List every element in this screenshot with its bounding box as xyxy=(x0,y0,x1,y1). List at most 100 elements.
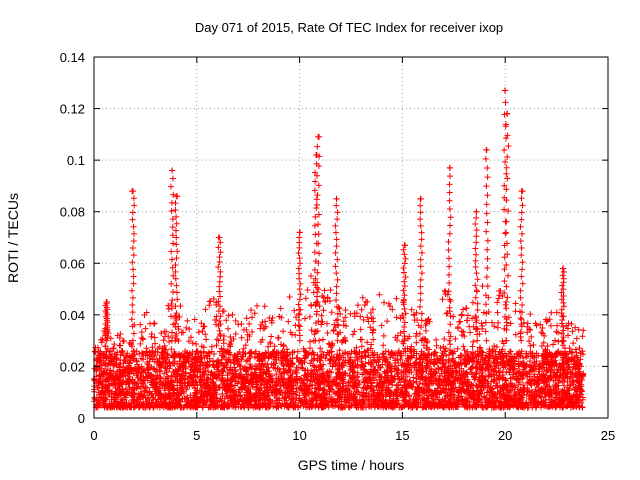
data-point xyxy=(456,319,463,326)
data-point xyxy=(528,333,535,340)
data-point xyxy=(457,318,464,325)
data-point xyxy=(360,316,367,323)
data-point xyxy=(238,334,245,341)
data-point xyxy=(433,336,440,343)
data-point xyxy=(202,306,209,313)
data-point xyxy=(422,327,429,334)
data-point xyxy=(275,335,281,342)
data-point xyxy=(399,312,406,319)
data-point xyxy=(380,342,387,349)
data-point xyxy=(454,345,461,352)
data-point xyxy=(370,336,377,343)
data-point xyxy=(336,352,343,359)
data-point xyxy=(538,329,545,336)
data-point xyxy=(243,315,250,322)
data-point xyxy=(203,336,210,343)
data-point xyxy=(342,314,349,321)
data-point xyxy=(503,298,510,305)
data-point xyxy=(410,374,417,381)
data-point xyxy=(175,326,182,333)
data-point xyxy=(319,336,326,343)
data-point xyxy=(280,342,287,349)
data-point xyxy=(391,362,398,369)
data-point xyxy=(376,291,383,298)
data-point xyxy=(286,294,293,301)
data-point xyxy=(357,336,364,343)
data-point xyxy=(180,329,187,336)
data-point xyxy=(320,307,327,314)
data-point xyxy=(206,302,213,309)
data-point xyxy=(261,303,268,310)
data-point xyxy=(380,332,387,339)
data-point xyxy=(439,296,446,303)
data-point xyxy=(469,343,476,350)
data-point xyxy=(317,357,324,364)
data-point xyxy=(461,347,468,354)
data-point xyxy=(249,314,256,321)
data-point xyxy=(527,342,534,349)
data-point xyxy=(165,302,172,309)
data-point xyxy=(322,355,329,362)
data-point xyxy=(343,322,350,329)
data-point xyxy=(227,333,234,340)
data-point xyxy=(162,333,169,340)
data-point xyxy=(551,337,558,344)
data-point xyxy=(499,369,506,376)
data-point xyxy=(354,302,361,309)
data-point xyxy=(342,307,349,314)
data-point xyxy=(223,390,230,397)
data-point xyxy=(251,310,258,317)
data-point xyxy=(324,329,331,336)
data-point xyxy=(104,365,111,372)
data-point xyxy=(142,325,149,332)
data-point xyxy=(548,322,555,329)
data-point xyxy=(464,317,471,324)
data-point xyxy=(384,318,391,325)
data-point xyxy=(176,314,183,321)
data-point xyxy=(231,360,238,367)
data-point xyxy=(213,342,220,349)
data-point xyxy=(315,286,322,293)
data-point xyxy=(357,326,364,333)
data-point xyxy=(576,345,583,352)
data-point xyxy=(378,322,385,329)
data-point xyxy=(494,309,501,316)
data-point xyxy=(291,307,298,314)
data-point xyxy=(165,305,172,312)
data-point xyxy=(183,324,190,331)
data-point xyxy=(304,286,311,293)
data-point xyxy=(569,328,576,335)
data-point xyxy=(393,295,400,302)
data-point xyxy=(208,343,215,350)
data-point xyxy=(243,326,250,333)
data-point xyxy=(302,295,309,302)
data-point xyxy=(307,273,314,280)
data-point xyxy=(450,313,457,320)
data-point xyxy=(320,294,327,301)
data-point xyxy=(460,306,467,313)
data-point xyxy=(318,321,325,328)
data-points xyxy=(91,87,587,411)
data-point xyxy=(385,300,392,307)
data-point xyxy=(138,335,145,342)
data-point xyxy=(138,355,145,362)
data-point xyxy=(489,319,496,326)
data-point xyxy=(441,287,448,294)
data-point xyxy=(202,331,209,338)
data-point xyxy=(220,337,227,344)
data-point xyxy=(517,315,524,322)
data-point xyxy=(493,343,500,350)
data-point xyxy=(466,323,473,330)
data-point xyxy=(491,343,498,350)
data-point xyxy=(199,328,206,335)
data-point xyxy=(91,348,98,355)
data-point xyxy=(397,329,404,336)
data-point xyxy=(389,306,396,313)
data-point xyxy=(139,335,146,342)
data-point xyxy=(111,341,118,348)
data-point xyxy=(166,338,173,345)
data-point xyxy=(292,331,299,338)
data-point xyxy=(524,379,531,386)
data-point xyxy=(138,349,145,356)
